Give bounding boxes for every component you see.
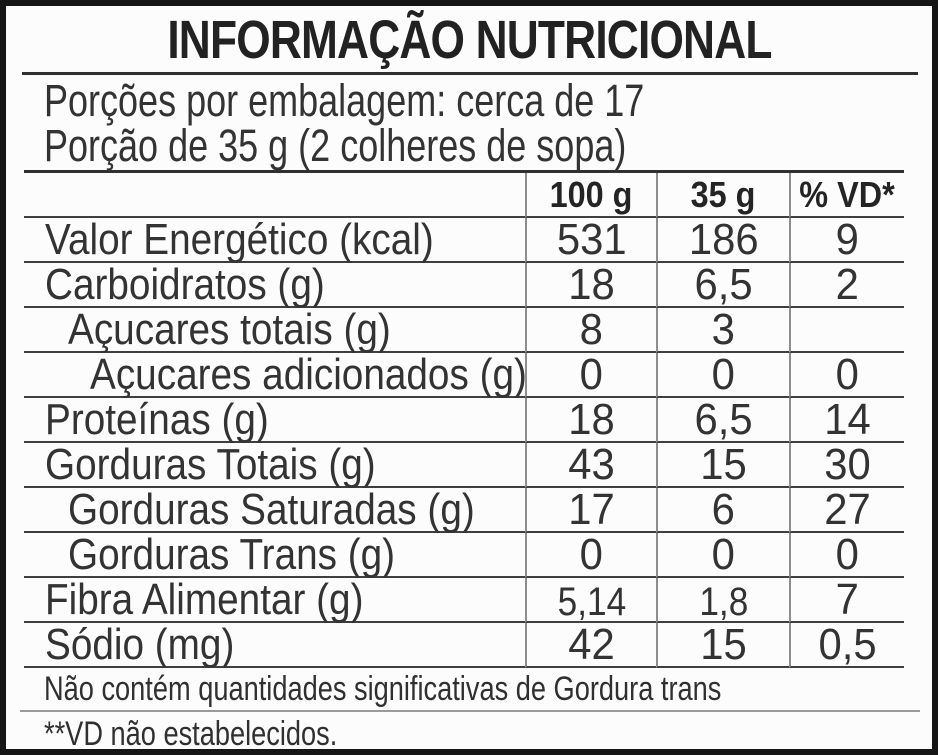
table-cell-vd — [789, 308, 904, 353]
table-cell-100g: 43 — [525, 442, 656, 488]
table-cell-100g: 42 — [525, 622, 656, 668]
column-header-100g: 100 g — [525, 173, 656, 218]
footnote-divider — [20, 710, 920, 712]
column-header-100g-text: 100 g — [550, 173, 633, 215]
table-cell-100g: 5,14 — [525, 578, 656, 623]
table-cell-vd: 0 — [789, 352, 904, 398]
table-row-label: Sódio (mg) — [24, 622, 525, 668]
column-header-vd: % VD* — [789, 173, 904, 218]
table-cell-35g: 15 — [656, 622, 789, 668]
table-cell-100g: 17 — [525, 487, 656, 533]
vd-footnote-text: **VD não estabelecidos. — [44, 715, 338, 753]
column-header-vd-text: % VD* — [799, 173, 896, 215]
serving-info-section: Porções por embalagem: cerca de 17 Porçã… — [6, 75, 932, 170]
table-cell-35g: 6,5 — [656, 262, 789, 308]
column-header-35g: 35 g — [656, 173, 789, 218]
nutrition-table: 100 g 35 g % VD* Valor Energético (kcal)… — [24, 170, 904, 668]
table-cell-35g: 1,8 — [656, 578, 789, 623]
table-row-label: Valor Energético (kcal) — [24, 217, 525, 263]
table-cell-vd: 9 — [789, 217, 904, 263]
table-row-label: Carboidratos (g) — [24, 262, 525, 308]
title-row: INFORMAÇÃO NUTRICIONAL — [6, 6, 932, 72]
table-cell-vd: 30 — [789, 442, 904, 488]
table-cell-vd: 27 — [789, 487, 904, 533]
serving-size-line: Porção de 35 g (2 colheres de sopa) — [44, 123, 932, 168]
table-cell-35g: 0 — [656, 352, 789, 398]
table-cell-35g: 3 — [656, 307, 789, 353]
table-cell-100g: 18 — [525, 397, 656, 443]
table-cell-35g: 0 — [656, 532, 789, 578]
vd-footnote: **VD não estabelecidos. — [6, 712, 932, 753]
table-cell-100g: 8 — [525, 307, 656, 353]
table-row-label: Gorduras Saturadas (g) — [24, 487, 525, 533]
table-cell-vd: 7 — [789, 577, 904, 623]
table-row-label: Fibra Alimentar (g) — [24, 577, 525, 623]
table-cell-vd: 2 — [789, 262, 904, 308]
page-title: INFORMAÇÃO NUTRICIONAL — [166, 10, 772, 70]
table-row-label: Açucares adicionados (g) — [24, 352, 527, 398]
table-cell-35g: 186 — [656, 217, 789, 263]
table-row-label: Gorduras Totais (g) — [24, 442, 525, 488]
servings-per-package-text: Porções por embalagem: cerca de 17 — [44, 75, 645, 126]
trans-fat-footnote: Não contém quantidades significativas de… — [6, 668, 932, 710]
serving-size-text: Porção de 35 g (2 colheres de sopa) — [44, 120, 627, 171]
column-header-empty — [24, 173, 525, 218]
table-cell-100g: 18 — [525, 262, 656, 308]
title-divider — [22, 72, 918, 75]
table-cell-100g: 0 — [525, 352, 656, 398]
table-cell-vd: 14 — [789, 397, 904, 443]
table-cell-100g: 531 — [525, 217, 656, 263]
table-cell-100g: 0 — [525, 532, 656, 578]
table-row-label: Gorduras Trans (g) — [24, 532, 525, 578]
table-cell-vd: 0 — [789, 532, 904, 578]
table-cell-35g: 15 — [656, 442, 789, 488]
servings-per-package-line: Porções por embalagem: cerca de 17 — [44, 78, 932, 123]
column-header-35g-text: 35 g — [691, 173, 756, 215]
table-row-label: Açucares totais (g) — [24, 307, 525, 353]
table-cell-35g: 6,5 — [656, 397, 789, 443]
table-cell-35g: 6 — [656, 487, 789, 533]
table-cell-vd: 0,5 — [789, 622, 904, 668]
trans-fat-footnote-text: Não contém quantidades significativas de… — [44, 670, 722, 708]
table-row-label: Proteínas (g) — [24, 397, 525, 443]
